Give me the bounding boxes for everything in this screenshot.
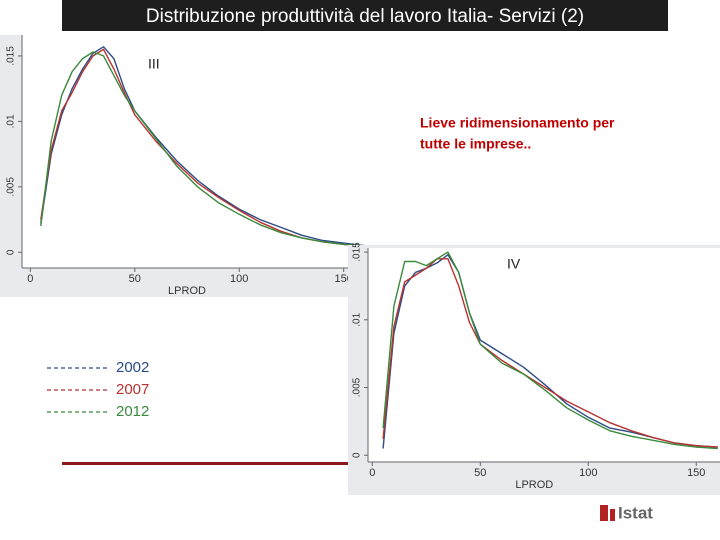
y-tick-label: .015 bbox=[352, 242, 363, 262]
density-line bbox=[382, 258, 718, 448]
y-tick-label: .015 bbox=[6, 46, 17, 66]
panel-label: III bbox=[148, 56, 160, 72]
density-line bbox=[40, 51, 365, 247]
density-line bbox=[40, 46, 365, 247]
legend: 2002 2007 2012 bbox=[47, 359, 149, 420]
x-tick-label: 100 bbox=[579, 467, 597, 479]
legend-label: 2007 bbox=[116, 381, 149, 398]
density-line bbox=[382, 251, 718, 450]
y-tick-label: .01 bbox=[6, 114, 17, 128]
plot-area bbox=[22, 35, 375, 268]
annotation-line: Lieve ridimensionamento per bbox=[420, 115, 615, 131]
x-tick-label: 50 bbox=[474, 467, 486, 479]
slide-title: Distribuzione produttività del lavoro It… bbox=[146, 6, 584, 27]
y-tick-label: 0 bbox=[6, 249, 17, 255]
logo-icon bbox=[600, 505, 608, 521]
chart-panel: 0 50 100 150 0 .005 .01 .015 LPROD IV bbox=[348, 242, 720, 495]
x-tick-label: 50 bbox=[129, 273, 141, 285]
legend-label: 2002 bbox=[116, 359, 149, 376]
footer-rule bbox=[62, 462, 352, 465]
legend-label: 2012 bbox=[116, 403, 149, 420]
panel-label: IV bbox=[507, 256, 521, 272]
x-axis-label: LPROD bbox=[515, 479, 553, 491]
x-axis-label: LPROD bbox=[168, 285, 206, 297]
x-tick-label: 100 bbox=[230, 273, 248, 285]
y-tick-label: 0 bbox=[352, 452, 363, 458]
y-tick-label: .01 bbox=[352, 312, 363, 326]
x-tick-label: 0 bbox=[369, 467, 375, 479]
y-tick-label: .005 bbox=[352, 377, 363, 397]
y-tick-label: .005 bbox=[6, 177, 17, 197]
plot-area bbox=[368, 248, 720, 462]
logo-text: Istat bbox=[618, 503, 653, 522]
title-bar bbox=[62, 0, 668, 31]
x-tick-label: 150 bbox=[687, 467, 705, 479]
annotation-line: tutte le imprese.. bbox=[420, 136, 531, 152]
logo-icon bbox=[610, 509, 615, 521]
x-tick-label: 0 bbox=[27, 273, 33, 285]
